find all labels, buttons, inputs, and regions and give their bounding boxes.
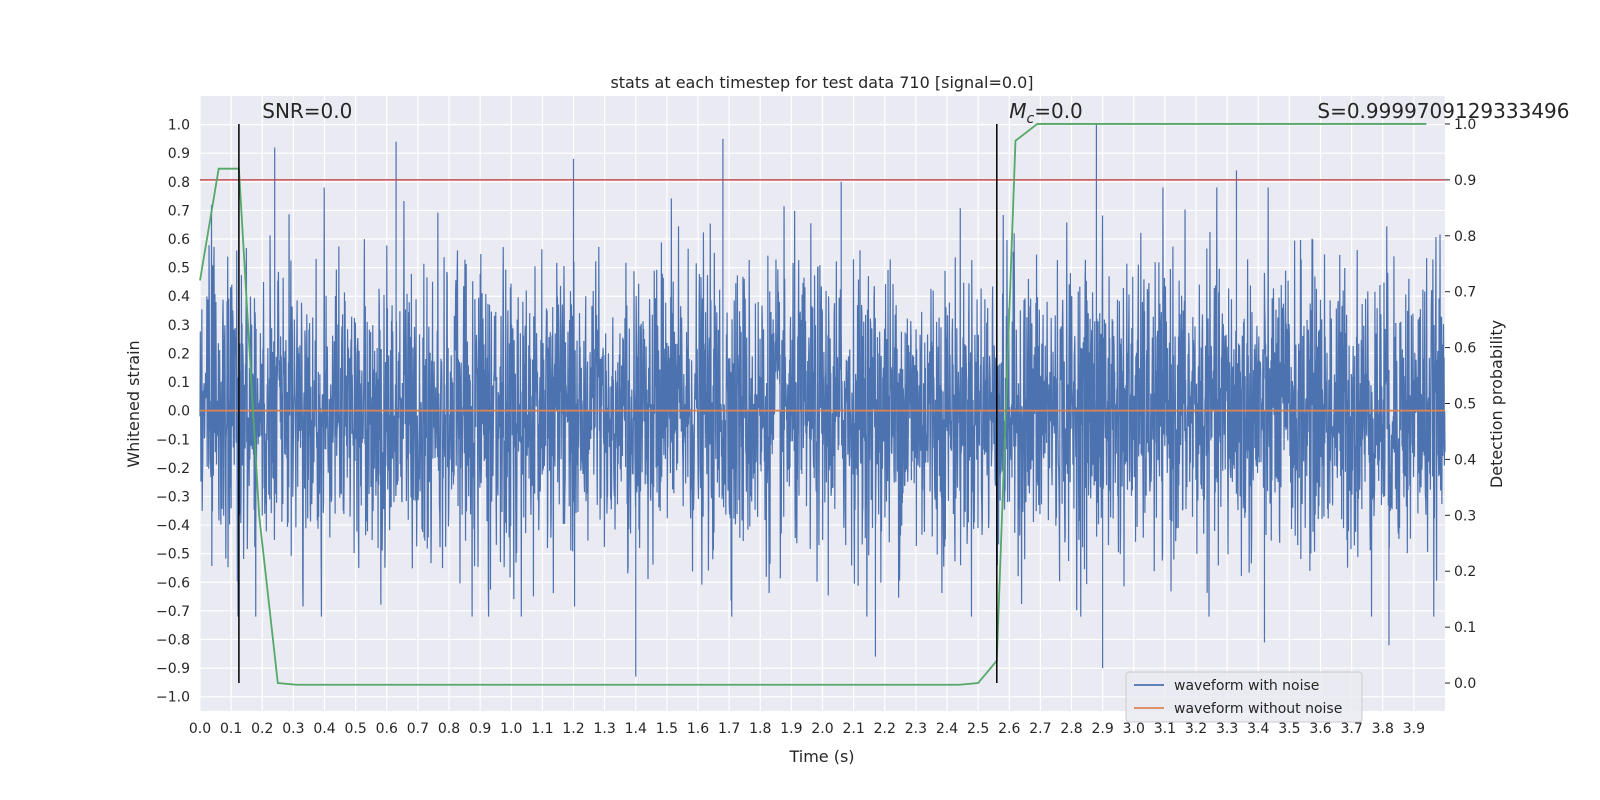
series-waveform-with-noise xyxy=(199,124,1446,677)
legend: waveform with noise waveform without noi… xyxy=(1125,671,1363,723)
x-tick-label: 0.6 xyxy=(376,721,398,737)
x-tick-label: 2.2 xyxy=(874,721,896,737)
x-tick-label: 0.4 xyxy=(313,721,335,737)
x-tick-label: 3.6 xyxy=(1309,721,1331,737)
y-right-tick-label: 0.5 xyxy=(1454,397,1476,413)
x-tick-label: 1.5 xyxy=(656,721,678,737)
x-tick-label: 2.7 xyxy=(1029,721,1051,737)
y-tick-label: −0.6 xyxy=(156,575,190,591)
y-right-tick-label: 0.4 xyxy=(1454,452,1476,468)
y-tick-label: −0.9 xyxy=(156,661,190,677)
x-tick-label: 0.5 xyxy=(344,721,366,737)
x-tick-label: 2.8 xyxy=(1060,721,1082,737)
legend-box xyxy=(1125,671,1363,723)
noise-waveform-line xyxy=(199,124,1446,677)
y-right-tick-label: 0.9 xyxy=(1454,173,1476,189)
x-tick-label: 0.8 xyxy=(438,721,460,737)
x-tick-label: 1.4 xyxy=(625,721,647,737)
y-tick-label: −0.2 xyxy=(156,461,190,477)
y-tick-label: 0.0 xyxy=(168,404,190,420)
x-tick-label: 2.9 xyxy=(1091,721,1113,737)
x-tick-label: 0.9 xyxy=(469,721,491,737)
y-right-tick-label: 0.1 xyxy=(1454,620,1476,636)
y-tick-label: 0.6 xyxy=(168,232,190,248)
y-tick-label: −1.0 xyxy=(156,690,190,706)
y-tick-label: −0.4 xyxy=(156,518,190,534)
x-tick-label: 1.2 xyxy=(562,721,584,737)
y-tick-label: 0.4 xyxy=(168,289,190,305)
y-axis-right-ticks: 1.0 0.9 0.8 0.7 0.6 0.5 0.4 0.3 0.2 0.1 0.0 xyxy=(1445,117,1476,692)
y-axis-label: Whitened strain xyxy=(124,340,143,467)
x-tick-label: 3.3 xyxy=(1216,721,1238,737)
x-axis-ticks: 0.0 0.1 0.2 0.3 0.4 0.5 0.6 0.7 0.8 0.9 1.0 1.1 1.2 1… xyxy=(189,721,1425,737)
y-tick-label: −0.5 xyxy=(156,547,190,563)
x-tick-label: 3.5 xyxy=(1278,721,1300,737)
x-tick-label: 3.1 xyxy=(1154,721,1176,737)
annotation: Mc=0.0 xyxy=(1009,99,1083,127)
y-tick-label: −0.3 xyxy=(156,489,190,505)
x-tick-label: 1.8 xyxy=(749,721,771,737)
y-right-tick-label: 0.0 xyxy=(1454,676,1476,692)
y-right-tick-label: 0.7 xyxy=(1454,285,1476,301)
y-tick-label: 1.0 xyxy=(168,118,190,134)
annotations: SNR=0.0 Mc=0.0 S=0.9999709129333496 xyxy=(262,99,1569,127)
x-tick-label: 2.0 xyxy=(811,721,833,737)
x-tick-label: 3.0 xyxy=(1123,721,1145,737)
x-tick-label: 0.1 xyxy=(220,721,242,737)
y-tick-label: −0.1 xyxy=(156,432,190,448)
y-tick-label: 0.9 xyxy=(168,146,190,162)
x-tick-label: 2.3 xyxy=(905,721,927,737)
y-right-tick-label: 0.8 xyxy=(1454,229,1476,245)
y-right-tick-label: 0.3 xyxy=(1454,508,1476,524)
y-axis-right-label: Detection probability xyxy=(1487,320,1506,488)
x-tick-label: 2.1 xyxy=(842,721,864,737)
y-tick-label: 0.1 xyxy=(168,375,190,391)
y-tick-label: 0.2 xyxy=(168,346,190,362)
legend-label-clean: waveform without noise xyxy=(1174,701,1342,717)
annotation: S=0.9999709129333496 xyxy=(1317,99,1569,123)
chart-title: stats at each timestep for test data 710… xyxy=(610,73,1033,92)
x-tick-label: 1.3 xyxy=(593,721,615,737)
x-tick-label: 3.2 xyxy=(1185,721,1207,737)
x-tick-label: 0.3 xyxy=(282,721,304,737)
x-tick-label: 0.7 xyxy=(407,721,429,737)
x-tick-label: 2.6 xyxy=(998,721,1020,737)
x-tick-label: 2.5 xyxy=(967,721,989,737)
annotation: SNR=0.0 xyxy=(262,99,352,123)
y-tick-label: 0.5 xyxy=(168,261,190,277)
legend-label-noise: waveform with noise xyxy=(1174,678,1319,694)
x-tick-label: 1.9 xyxy=(780,721,802,737)
x-tick-label: 3.9 xyxy=(1403,721,1425,737)
y-tick-label: 0.3 xyxy=(168,318,190,334)
x-tick-label: 0.2 xyxy=(251,721,273,737)
y-right-tick-label: 0.2 xyxy=(1454,564,1476,580)
y-right-tick-label: 0.6 xyxy=(1454,341,1476,357)
y-right-tick-label: 1.0 xyxy=(1454,117,1476,133)
x-tick-label: 1.6 xyxy=(687,721,709,737)
x-tick-label: 1.0 xyxy=(500,721,522,737)
y-tick-label: 0.8 xyxy=(168,175,190,191)
x-tick-label: 3.4 xyxy=(1247,721,1269,737)
x-tick-label: 3.7 xyxy=(1340,721,1362,737)
x-tick-label: 3.8 xyxy=(1372,721,1394,737)
probability-line xyxy=(199,123,1427,686)
y-tick-label: −0.8 xyxy=(156,632,190,648)
x-tick-label: 0.0 xyxy=(189,721,211,737)
y-tick-label: 0.7 xyxy=(168,203,190,219)
y-tick-label: −0.7 xyxy=(156,604,190,620)
vertical-markers xyxy=(238,123,998,684)
series-detection-probability xyxy=(199,123,1427,686)
x-tick-label: 1.1 xyxy=(531,721,553,737)
x-tick-label: 2.4 xyxy=(936,721,958,737)
y-axis-ticks: 1.0 0.9 0.8 0.7 0.6 0.5 0.4 0.3 0.2 0.1 0.0 −0.1 −0.… xyxy=(156,118,190,706)
x-tick-label: 1.7 xyxy=(718,721,740,737)
x-axis-label: Time (s) xyxy=(788,747,854,766)
